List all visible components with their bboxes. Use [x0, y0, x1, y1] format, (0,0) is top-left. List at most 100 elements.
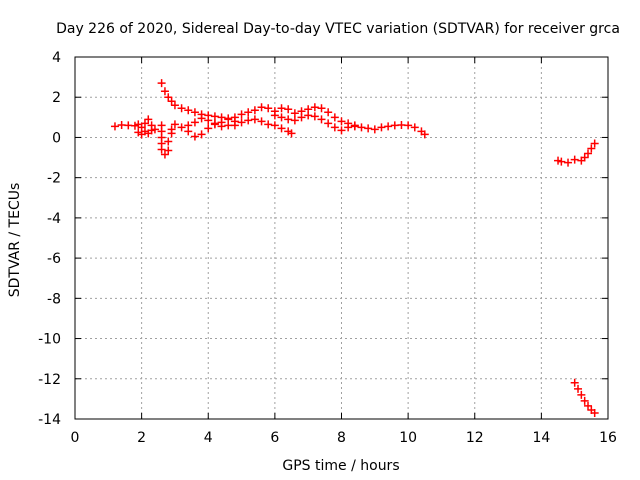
grid — [75, 57, 608, 419]
data-point — [190, 118, 199, 127]
data-point — [290, 116, 299, 125]
data-point — [337, 126, 346, 135]
data-point — [204, 116, 213, 125]
data-point — [324, 108, 333, 117]
data-point — [317, 104, 326, 113]
data-point — [277, 113, 286, 122]
data-point — [217, 118, 226, 127]
data-point — [590, 408, 599, 417]
data-point — [257, 103, 266, 112]
data-point — [577, 390, 586, 399]
data-point — [557, 157, 566, 166]
data-point — [177, 104, 186, 113]
data-point — [410, 123, 419, 132]
data-point — [264, 120, 273, 129]
y-tick-label: -6 — [47, 251, 61, 267]
data-point — [310, 112, 319, 121]
data-point — [420, 130, 429, 139]
data-point — [237, 110, 246, 119]
data-point — [164, 137, 173, 146]
data-point — [270, 111, 279, 120]
series-8 — [270, 111, 359, 135]
data-point — [580, 153, 589, 162]
data-point — [384, 122, 393, 131]
series-10 — [570, 378, 599, 417]
data-point — [277, 104, 286, 113]
data-point — [324, 119, 333, 128]
x-tick-label: 6 — [270, 430, 279, 446]
data-point — [110, 122, 119, 131]
data-point — [230, 113, 239, 122]
data-point — [160, 87, 169, 96]
data-point — [337, 117, 346, 126]
data-point — [157, 145, 166, 154]
data-point — [284, 115, 293, 124]
y-tick-label: -8 — [47, 291, 61, 307]
data-point — [584, 401, 593, 410]
x-tick-label: 8 — [337, 430, 346, 446]
data-point — [284, 105, 293, 114]
data-point — [250, 115, 259, 124]
data-point — [157, 79, 166, 88]
chart-title: Day 226 of 2020, Sidereal Day-to-day VTE… — [56, 21, 620, 37]
data-point — [330, 113, 339, 122]
data-point — [210, 112, 219, 121]
axis-ticks — [74, 56, 609, 420]
data-point — [264, 104, 273, 113]
x-axis-tick-labels: 0 2 4 6 8 10 12 14 16 — [71, 430, 617, 446]
x-tick-label: 16 — [599, 430, 617, 446]
data-point — [570, 155, 579, 164]
data-point — [404, 121, 413, 130]
y-tick-label: -2 — [47, 171, 61, 187]
x-axis-label: GPS time / hours — [282, 458, 399, 474]
data-point — [137, 123, 146, 132]
y-tick-label: -10 — [38, 332, 61, 348]
data-point — [210, 120, 219, 129]
y-tick-label: -14 — [38, 412, 61, 428]
data-point — [190, 132, 199, 141]
y-tick-label: -4 — [47, 211, 61, 227]
data-point — [330, 123, 339, 132]
data-point — [204, 124, 213, 133]
data-point — [230, 121, 239, 130]
data-point — [144, 115, 153, 124]
data-point — [377, 123, 386, 132]
x-tick-label: 2 — [137, 430, 146, 446]
data-point — [297, 113, 306, 122]
data-point — [257, 117, 266, 126]
data-point — [587, 144, 596, 153]
series-5 — [167, 117, 239, 141]
data-point — [177, 123, 186, 132]
data-point — [197, 130, 206, 139]
y-axis-tick-labels: 4 2 0 -2 -4 -6 -8 -10 -12 -14 — [38, 50, 61, 428]
y-tick-label: -12 — [38, 372, 61, 388]
data-point — [574, 384, 583, 393]
data-point — [164, 93, 173, 102]
data-point — [277, 124, 286, 133]
data-point — [357, 123, 366, 132]
data-point — [570, 378, 579, 387]
data-point — [364, 124, 373, 133]
data-point — [170, 120, 179, 129]
data-point — [350, 122, 359, 131]
data-point — [167, 97, 176, 106]
data-point — [317, 115, 326, 124]
data-point — [310, 103, 319, 112]
x-tick-label: 10 — [399, 430, 417, 446]
x-tick-label: 14 — [532, 430, 550, 446]
data-point — [304, 111, 313, 120]
data-point — [237, 118, 246, 127]
data-point — [224, 115, 233, 124]
data-point — [147, 126, 156, 135]
data-point — [244, 116, 253, 125]
series-3 — [157, 79, 233, 123]
data-point — [167, 125, 176, 134]
x-tick-label: 4 — [204, 430, 213, 446]
y-tick-label: 0 — [52, 130, 61, 146]
data-point — [184, 106, 193, 115]
data-marks — [110, 79, 599, 417]
data-point — [244, 108, 253, 117]
data-point — [370, 125, 379, 134]
data-point — [250, 106, 259, 115]
